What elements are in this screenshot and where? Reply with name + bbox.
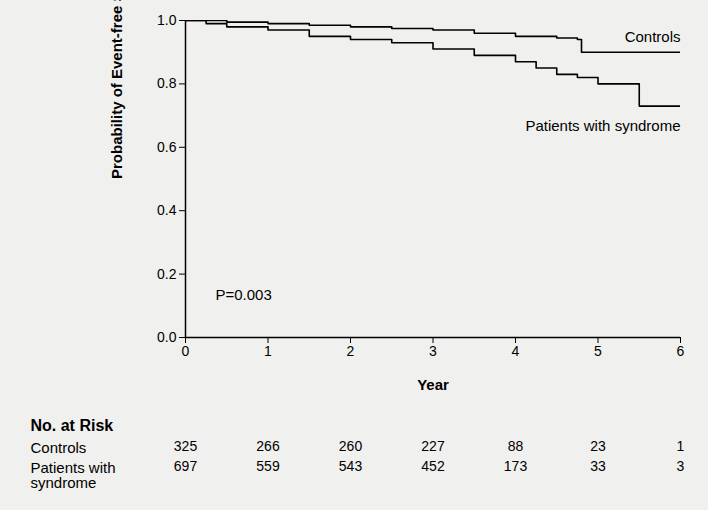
svg-text:227: 227 [421, 438, 445, 454]
svg-text:P=0.003: P=0.003 [216, 286, 272, 303]
svg-text:697: 697 [174, 458, 198, 474]
svg-text:4: 4 [512, 343, 520, 359]
svg-text:0.6: 0.6 [157, 139, 177, 155]
svg-text:266: 266 [256, 438, 280, 454]
svg-text:88: 88 [508, 438, 524, 454]
svg-text:0: 0 [182, 343, 190, 359]
svg-text:Controls: Controls [31, 439, 87, 456]
svg-text:1: 1 [677, 438, 685, 454]
svg-text:0.0: 0.0 [157, 329, 177, 345]
svg-text:33: 33 [590, 458, 606, 474]
svg-text:0.2: 0.2 [157, 266, 177, 282]
svg-text:1.0: 1.0 [157, 12, 177, 28]
svg-text:452: 452 [421, 458, 445, 474]
svg-text:0.8: 0.8 [157, 75, 177, 91]
svg-text:543: 543 [339, 458, 363, 474]
svg-text:Probability of Event-free Surv: Probability of Event-free Survival [108, 0, 125, 179]
svg-text:Year: Year [417, 376, 449, 393]
svg-text:23: 23 [590, 438, 606, 454]
svg-text:3: 3 [677, 458, 685, 474]
svg-text:Patients with syndrome: Patients with syndrome [525, 117, 680, 134]
svg-text:3: 3 [429, 343, 437, 359]
svg-text:173: 173 [504, 458, 528, 474]
svg-text:No. at Risk: No. at Risk [31, 417, 114, 434]
svg-text:2: 2 [347, 343, 355, 359]
svg-text:260: 260 [339, 438, 363, 454]
svg-text:Controls: Controls [625, 28, 681, 45]
svg-text:Patients withsyndrome: Patients withsyndrome [31, 459, 116, 491]
svg-text:559: 559 [256, 458, 280, 474]
svg-text:6: 6 [677, 343, 685, 359]
svg-text:5: 5 [594, 343, 602, 359]
svg-text:325: 325 [174, 438, 198, 454]
svg-text:1: 1 [264, 343, 272, 359]
svg-text:0.4: 0.4 [157, 202, 177, 218]
